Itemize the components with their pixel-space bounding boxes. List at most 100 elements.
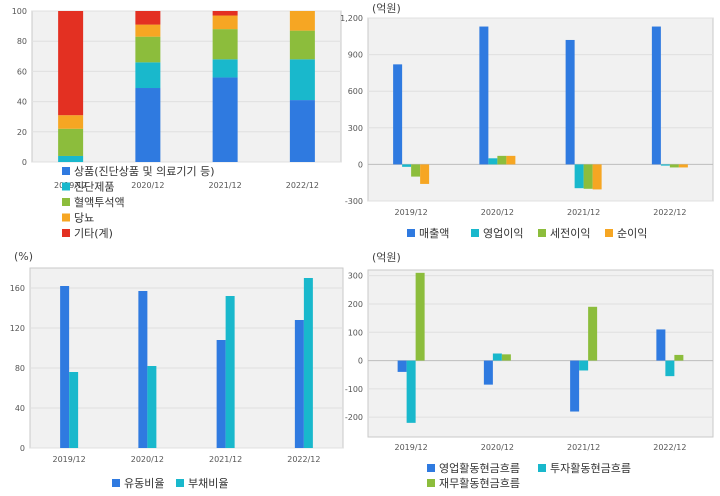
y-tick-label: 80 (17, 37, 27, 46)
legend-label: 영업이익 (483, 227, 523, 240)
bar-2-0 (58, 128, 84, 156)
bar-2-3 (289, 30, 315, 60)
bar-1-1 (147, 366, 157, 448)
bar-0-1 (135, 88, 161, 162)
bar-4-0 (58, 11, 84, 116)
bar-3-2 (592, 164, 602, 190)
legend-label: 재무활동현금흐름 (439, 476, 520, 490)
x-tick-label: 2019/12 (53, 455, 86, 464)
bar-0-3 (651, 26, 661, 165)
bar-2-2 (212, 29, 238, 60)
unit-label: (억원) (372, 2, 401, 15)
y-tick-label: 0 (358, 160, 363, 169)
ratio-chart: (%) 0 40 80 120 160 2019/12 2020/12 2021/12 2022/… (10, 250, 344, 490)
income-chart: (억원) -300 0 300 600 900 1,200 2019/12 2020/12 202… (340, 2, 714, 240)
legend-swatch (62, 213, 70, 222)
y-tick-label: 1,200 (340, 14, 363, 23)
x-tick-label: 2020/12 (481, 208, 514, 217)
legend-label: 투자활동현금흐름 (550, 461, 631, 475)
bar-0-3 (289, 100, 315, 162)
legend-label: 혈액투석액 (74, 195, 125, 209)
legend-label: 상품(진단상품 및 의료기기 등) (74, 165, 215, 178)
bar-1-0 (406, 360, 416, 423)
bar-2-1 (501, 354, 511, 361)
x-tick-label: 2022/12 (287, 455, 320, 464)
y-tick-label: 80 (15, 364, 25, 373)
legend-label: 부채비율 (188, 477, 228, 490)
y-tick-label: 300 (348, 124, 363, 133)
y-tick-label: 0 (358, 357, 363, 366)
x-tick-label: 2022/12 (653, 208, 686, 217)
bar-2-2 (583, 164, 593, 189)
legend-swatch (427, 479, 435, 487)
plot-area (29, 267, 344, 449)
bar-0-0 (60, 286, 70, 448)
y-tick-label: -200 (345, 413, 363, 422)
legend-swatch (62, 167, 70, 175)
bar-3-3 (289, 11, 315, 31)
y-tick-label: 40 (15, 404, 25, 413)
legend-swatch (176, 479, 184, 487)
bar-2-0 (415, 272, 425, 361)
y-tick-label: 40 (17, 98, 27, 107)
y-tick-label: 160 (10, 284, 25, 293)
x-tick-label: 2021/12 (567, 443, 600, 452)
bar-2-1 (135, 36, 161, 63)
x-tick-label: 2021/12 (209, 455, 242, 464)
y-tick-label: -300 (345, 197, 363, 206)
bar-3-3 (678, 164, 688, 168)
x-tick-label: 2021/12 (209, 181, 242, 190)
bar-2-1 (497, 155, 507, 165)
y-tick-label: 0 (20, 444, 25, 453)
y-tick-label: 200 (348, 300, 363, 309)
legend-label: 순이익 (617, 227, 647, 240)
legend-swatch (112, 479, 120, 487)
legend-swatch (538, 229, 546, 237)
bar-0-3 (656, 329, 666, 361)
bar-1-2 (225, 296, 235, 448)
plot-area (31, 10, 342, 163)
bar-1-0 (69, 372, 79, 448)
bar-3-0 (420, 164, 430, 184)
y-tick-label: 600 (348, 87, 363, 96)
legend-label: 유동비율 (124, 477, 164, 490)
x-tick-label: 2019/12 (395, 208, 428, 217)
legend-label: 세전이익 (550, 227, 590, 240)
bar-1-3 (303, 278, 313, 448)
legend-label: 당뇨 (74, 212, 94, 225)
y-tick-label: 120 (10, 324, 25, 333)
legend-swatch (538, 464, 546, 472)
x-tick-label: 2022/12 (653, 443, 686, 452)
x-tick-label: 2019/12 (54, 181, 87, 190)
bar-2-3 (669, 164, 679, 168)
legend-swatch (62, 198, 70, 206)
x-tick-label: 2022/12 (286, 181, 319, 190)
bar-0-2 (565, 39, 575, 165)
y-tick-label: 20 (17, 128, 27, 137)
bar-0-1 (479, 26, 489, 165)
unit-label: (억원) (372, 251, 401, 264)
bar-4-2 (212, 11, 238, 16)
y-tick-label: 100 (12, 7, 27, 16)
legend-swatch (62, 229, 70, 237)
cashflow-chart: (억원) -200 -100 0 100 200 300 2019/12 2020/12 2021… (345, 251, 714, 490)
bar-1-1 (488, 158, 498, 165)
bar-0-1 (138, 291, 148, 448)
legend-label: 진단제품 (74, 181, 114, 194)
legend-label: 매출액 (419, 227, 449, 240)
unit-label: (%) (14, 250, 33, 263)
bar-0-2 (570, 360, 580, 412)
plot-area (367, 269, 714, 438)
legend-swatch (471, 229, 479, 237)
bar-1-2 (212, 59, 238, 78)
x-tick-label: 2020/12 (481, 443, 514, 452)
bar-0-2 (212, 77, 238, 162)
bar-1-0 (58, 155, 84, 162)
bar-1-3 (660, 164, 670, 166)
bar-1-2 (574, 164, 584, 189)
legend-label: 기타(계) (74, 227, 113, 240)
bar-2-2 (588, 306, 598, 361)
bar-1-1 (492, 353, 502, 361)
legend-swatch (407, 229, 415, 237)
